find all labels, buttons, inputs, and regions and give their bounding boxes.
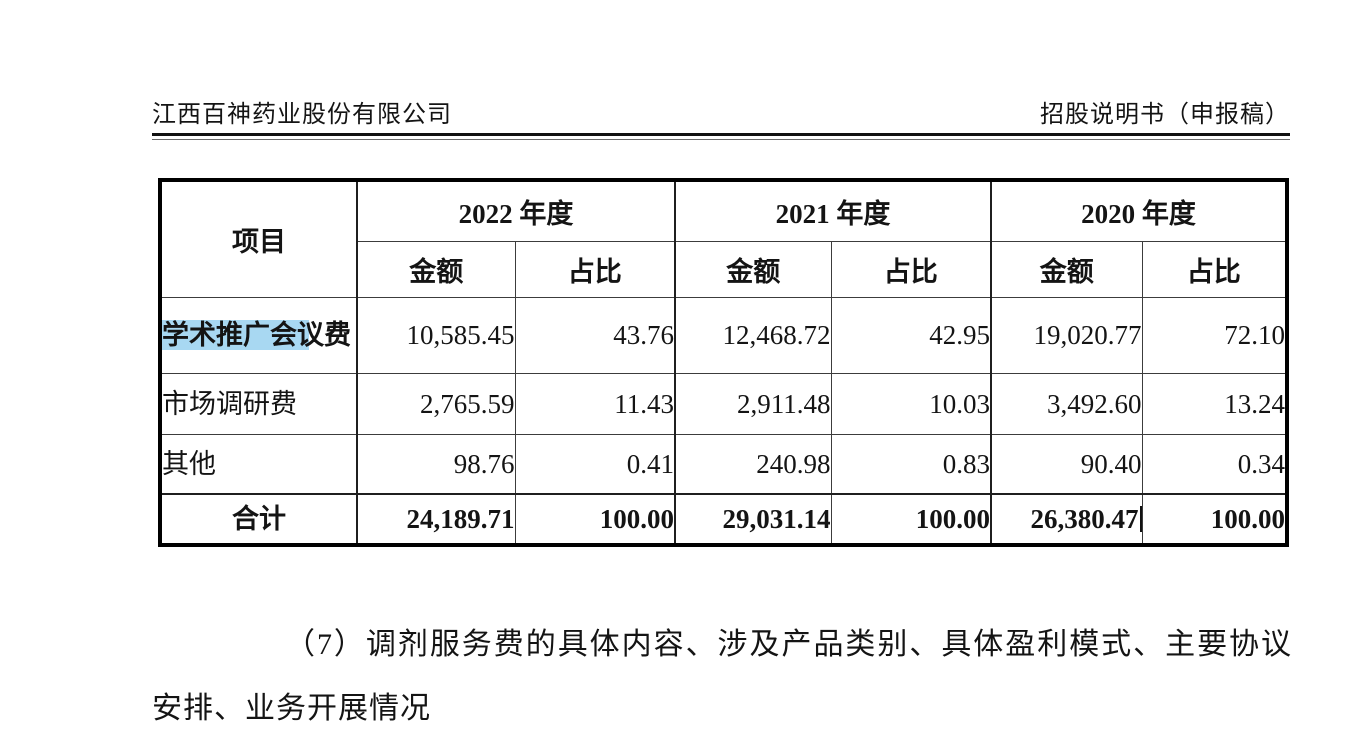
cell-2021-amount: 12,468.72 <box>674 297 832 374</box>
page-header: 江西百神药业股份有限公司 招股说明书（申报稿） <box>152 94 1290 129</box>
header-rule <box>152 133 1290 140</box>
cell-2022-amount: 2,765.59 <box>356 373 516 435</box>
cell-2021-amount-total: 29,031.14 <box>674 493 832 546</box>
column-header-amount-2022: 金额 <box>356 241 516 298</box>
cell-2022-amount: 10,585.45 <box>356 297 516 374</box>
table-row-market-research: 市场调研费 2,765.59 11.43 2,911.48 10.03 3,49… <box>159 373 1288 435</box>
table-row-academic-promotion: 学术推广会议费 10,585.45 43.76 12,468.72 42.95 … <box>159 297 1288 374</box>
cell-2022-ratio: 0.41 <box>514 434 676 495</box>
cell-2020-ratio: 13.24 <box>1141 373 1288 435</box>
cell-2020-ratio-total: 100.00 <box>1141 493 1288 546</box>
cell-2022-ratio: 11.43 <box>514 373 676 435</box>
table-header-years-row: 项目 2022 年度 2021 年度 2020 年度 <box>159 179 1288 298</box>
expense-table: 项目 2022 年度 2021 年度 2020 年度 金额 占比 金额 占比 金… <box>158 178 1289 547</box>
company-name: 江西百神药业股份有限公司 <box>152 102 452 128</box>
cell-2022-amount: 98.76 <box>356 434 516 495</box>
selection-partial-highlight-text: 议 <box>297 320 324 350</box>
row-label-academic-promotion: 学术推广会议费 <box>159 297 358 374</box>
cell-2020-amount: 3,492.60 <box>990 373 1143 435</box>
column-header-year-2020: 2020 年度 <box>990 179 1288 242</box>
header-rule-thick-line <box>152 133 1290 136</box>
header-rule-thin-line <box>152 139 1290 140</box>
column-header-ratio-2022: 占比 <box>514 241 676 298</box>
row-label-rest: 费 <box>324 320 351 350</box>
cell-2020-amount: 90.40 <box>990 434 1143 495</box>
column-header-ratio-2020: 占比 <box>1141 241 1288 298</box>
row-label-total: 合计 <box>159 493 358 546</box>
cell-2020-ratio: 0.34 <box>1141 434 1288 495</box>
column-header-amount-2021: 金额 <box>674 241 832 298</box>
selection-highlighted-text: 学术推广会 <box>162 320 297 350</box>
cell-2020-amount: 19,020.77 <box>990 297 1143 374</box>
column-header-item: 项目 <box>159 179 358 298</box>
cell-2022-ratio-total: 100.00 <box>514 493 676 546</box>
column-header-ratio-2021: 占比 <box>830 241 992 298</box>
cell-2022-amount-total: 24,189.71 <box>356 493 516 546</box>
cell-2022-ratio: 43.76 <box>514 297 676 374</box>
cell-2021-ratio: 10.03 <box>830 373 992 435</box>
doc-title: 招股说明书（申报稿） <box>1040 102 1290 128</box>
column-header-year-2022: 2022 年度 <box>356 179 676 242</box>
row-label-other: 其他 <box>159 434 358 495</box>
cell-2021-amount: 2,911.48 <box>674 373 832 435</box>
total-2020-amount-value: 26,380.47 <box>1030 503 1139 534</box>
table-row-total: 合计 24,189.71 100.00 29,031.14 100.00 26,… <box>159 493 1288 546</box>
cell-2020-ratio: 72.10 <box>1141 297 1288 374</box>
text-cursor <box>1139 505 1141 532</box>
table-row-other: 其他 98.76 0.41 240.98 0.83 90.40 0.34 <box>159 434 1288 495</box>
cell-2021-ratio: 0.83 <box>830 434 992 495</box>
cell-2021-amount: 240.98 <box>674 434 832 495</box>
body-paragraph: （7）调剂服务费的具体内容、涉及产品类别、具体盈利模式、主要协议安排、业务开展情… <box>152 628 1292 725</box>
row-label-market-research: 市场调研费 <box>159 373 358 435</box>
cell-2021-ratio-total: 100.00 <box>830 493 992 546</box>
cell-2021-ratio: 42.95 <box>830 297 992 374</box>
column-header-amount-2020: 金额 <box>990 241 1143 298</box>
cell-2020-amount-total: 26,380.47 <box>990 493 1143 546</box>
column-header-year-2021: 2021 年度 <box>674 179 992 242</box>
